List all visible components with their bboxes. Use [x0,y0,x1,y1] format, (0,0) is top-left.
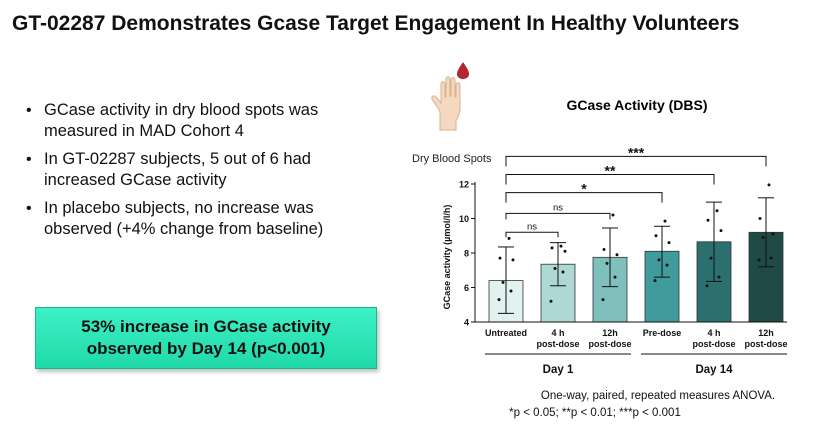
footnote-line-2: *p < 0.05; **p < 0.01; ***p < 0.001 [509,407,681,419]
significance-label: * [581,181,587,197]
x-tick-label: post-dose [692,339,735,349]
data-point [507,236,511,240]
significance-label: ns [553,202,563,213]
significance-bracket [505,212,611,220]
x-tick-label: 12h [758,328,774,338]
y-axis-label: GCase activity (µmol/l/h) [442,205,452,310]
data-point [715,209,719,213]
data-point [717,275,721,279]
data-point [509,289,513,293]
y-tick-label: 8 [464,249,469,259]
data-point [550,246,554,250]
x-tick-label: post-dose [536,339,579,349]
y-tick-label: 6 [464,283,469,293]
data-point [719,229,723,233]
data-point [761,235,765,239]
data-point [498,256,502,260]
x-tick-label: post-dose [588,339,631,349]
bullet-item: In placebo subjects, no increase was obs… [22,198,382,240]
x-tick-label: Pre-dose [643,328,682,338]
data-point [559,244,563,248]
data-point [705,284,709,288]
data-point [553,267,557,271]
bullet-item: GCase activity in dry blood spots was me… [22,100,382,142]
callout-line-1: 53% increase in GCase activity [81,317,331,336]
x-tick-label: 4 h [551,328,564,338]
data-point [709,256,713,260]
chart-title: GCase Activity (DBS) [566,97,707,113]
data-point [758,217,762,220]
data-point [771,232,775,236]
data-point [563,249,567,253]
data-point [611,213,615,217]
significance-bracket [505,174,715,185]
significance-bracket [505,192,663,203]
callout-box: 53% increase in GCase activity observed … [35,307,377,369]
hand-blood-drop-icon [431,62,469,131]
data-point [615,253,619,257]
data-point [769,256,773,260]
y-tick-label: 4 [464,318,469,328]
data-point [654,234,658,238]
bullet-list: GCase activity in dry blood spots was me… [22,100,382,247]
x-tick-label: Untreated [485,328,527,338]
data-point [667,241,671,245]
callout-line-2: observed by Day 14 (p<0.001) [86,339,326,358]
data-point [757,258,761,262]
dry-blood-spots-label: Dry Blood Spots [412,153,492,165]
significance-bracket [505,155,767,167]
data-point [613,275,617,279]
data-point [602,248,606,252]
bullet-item: In GT-02287 subjects, 5 out of 6 had inc… [22,149,382,191]
y-tick-label: 10 [459,214,469,224]
data-point [561,270,565,274]
data-point [605,261,609,265]
x-tick-label: 12h [602,328,618,338]
callout-text: 53% increase in GCase activity observed … [36,316,376,360]
x-tick-label: post-dose [744,339,787,349]
data-point [501,280,505,284]
data-point [497,298,501,302]
data-point [601,298,605,302]
data-point [767,183,771,187]
slide-title: GT-02287 Demonstrates Gcase Target Engag… [12,12,740,35]
data-point [657,258,661,262]
data-point [549,299,553,303]
data-point [706,218,710,222]
group-label: Day 14 [695,364,733,376]
significance-label: ns [527,221,537,232]
significance-label: ** [605,163,616,179]
data-point [653,279,657,283]
significance-bracket [505,231,559,238]
data-point [511,258,515,262]
data-point [663,219,667,223]
gcase-bar-chart: GCase Activity (DBS) GCase activity (µmo… [442,97,788,419]
y-tick-label: 12 [459,180,469,190]
group-label: Day 1 [543,364,574,376]
footnote-line-1: One-way, paired, repeated measures ANOVA… [541,390,775,402]
significance-label: *** [628,144,645,160]
data-point [665,263,669,267]
x-tick-label: 4 h [707,328,720,338]
